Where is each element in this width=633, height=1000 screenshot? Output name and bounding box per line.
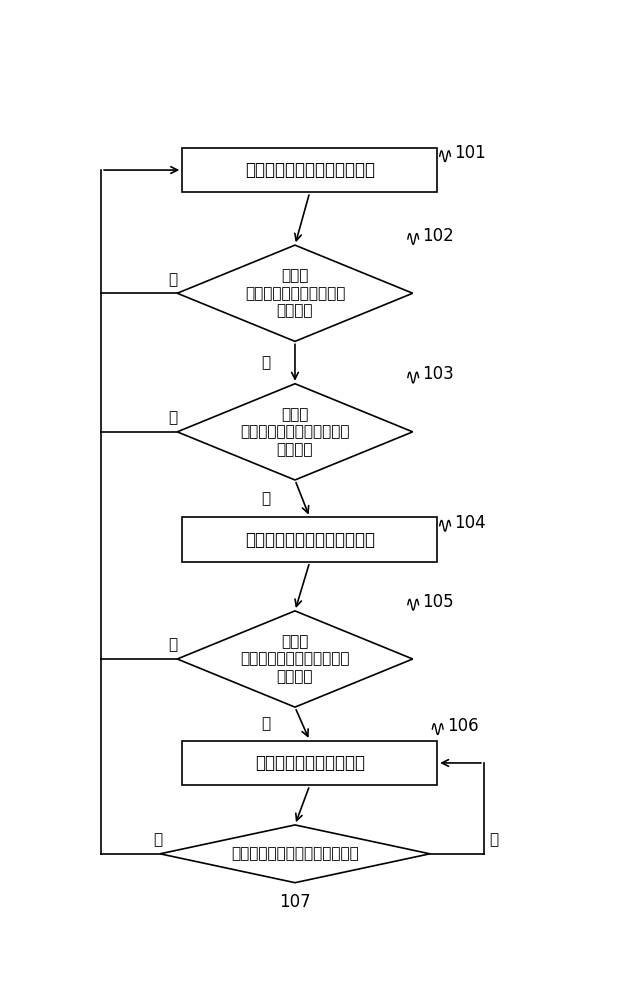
Text: 判断空
调器是否工作在制冷模式或
除湿模式: 判断空 调器是否工作在制冷模式或 除湿模式 xyxy=(241,407,349,457)
Text: 判断上
述空气相对湿度是否大于
预设湿度: 判断上 述空气相对湿度是否大于 预设湿度 xyxy=(245,268,345,318)
Text: 是: 是 xyxy=(261,716,270,731)
Text: 105: 105 xyxy=(423,593,454,611)
Polygon shape xyxy=(160,825,430,883)
Polygon shape xyxy=(177,384,413,480)
Polygon shape xyxy=(177,611,413,707)
Text: 104: 104 xyxy=(454,514,486,532)
Text: 106: 106 xyxy=(447,717,479,735)
FancyBboxPatch shape xyxy=(182,148,437,192)
Text: 是: 是 xyxy=(261,355,270,370)
FancyBboxPatch shape xyxy=(182,517,437,562)
Text: 控制空调器进入除露模式: 控制空调器进入除露模式 xyxy=(254,754,365,772)
Text: 否: 否 xyxy=(490,832,499,847)
Text: 103: 103 xyxy=(423,365,454,383)
Text: 判断该
冷湿运行时间是否大于第一
预设时间: 判断该 冷湿运行时间是否大于第一 预设时间 xyxy=(241,634,349,684)
Text: 获取该空调器的冷湿运行时间: 获取该空调器的冷湿运行时间 xyxy=(245,531,375,549)
Text: 是: 是 xyxy=(261,491,270,506)
Text: 否: 否 xyxy=(168,272,177,287)
Text: 否: 否 xyxy=(168,410,177,425)
Text: 是: 是 xyxy=(153,832,162,847)
FancyBboxPatch shape xyxy=(182,741,437,785)
Text: 101: 101 xyxy=(454,144,486,162)
Text: 判断空调器的除露模式是否结束: 判断空调器的除露模式是否结束 xyxy=(231,846,359,861)
Text: 检测当前环境的空气相对湿度: 检测当前环境的空气相对湿度 xyxy=(245,161,375,179)
Text: 102: 102 xyxy=(423,227,454,245)
Text: 否: 否 xyxy=(168,638,177,653)
Text: 107: 107 xyxy=(279,893,311,911)
Polygon shape xyxy=(177,245,413,341)
